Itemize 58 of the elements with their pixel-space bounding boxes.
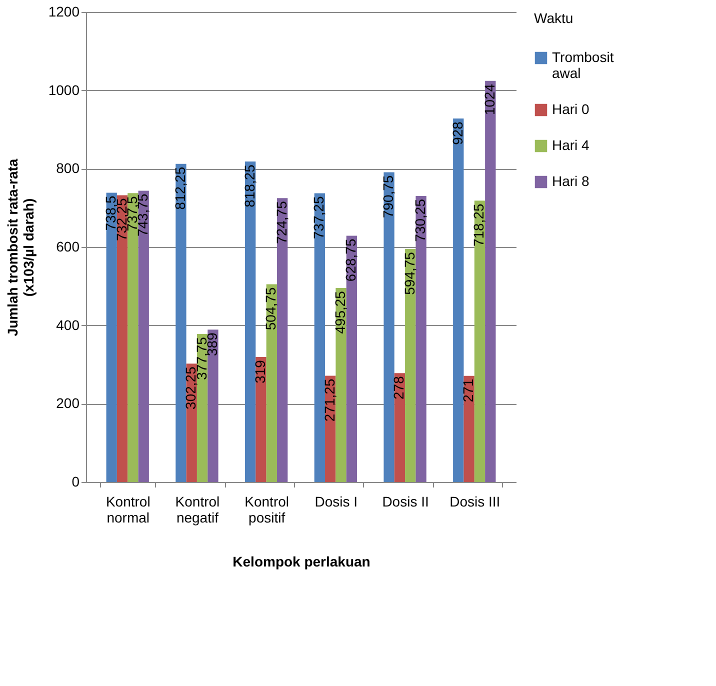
data-label: 495,25 [332, 290, 348, 334]
bar [256, 357, 266, 482]
data-label: 737,25 [310, 196, 327, 240]
legend-label: Hari 4 [552, 137, 590, 153]
bar [336, 288, 346, 482]
bar [474, 200, 486, 482]
x-tick-label: Dosis III [450, 494, 500, 510]
data-label: 319 [252, 360, 268, 384]
bar [384, 172, 394, 482]
y-tick-label: 1000 [48, 82, 80, 98]
x-tick-label: Kontrol negatif [175, 494, 220, 526]
bar [346, 236, 358, 482]
data-label: 812,25 [172, 166, 188, 210]
data-label: 928 [449, 121, 466, 145]
x-axis-title: Kelompok perlakuan [232, 554, 370, 570]
data-label: 724,75 [273, 200, 290, 244]
bar [266, 284, 277, 482]
bar [276, 198, 288, 482]
y-tick-label: 200 [56, 395, 80, 412]
bar [128, 193, 138, 482]
data-label: 790,75 [380, 175, 396, 218]
bar [405, 249, 416, 482]
x-tick-label: Dosis II [382, 494, 429, 510]
x-tick-label: Kontrol positif [244, 494, 289, 526]
bar [138, 190, 149, 482]
y-tick-label: 800 [56, 160, 80, 176]
data-label: 730,25 [412, 198, 428, 242]
bar [314, 193, 326, 482]
bar [464, 376, 474, 482]
bar [208, 330, 218, 482]
y-axis-title: Jumlah trombosit rata-rata (x103/µl darah) [4, 158, 36, 336]
bar [416, 196, 426, 482]
bar [485, 80, 496, 482]
bar [106, 192, 117, 482]
y-tick-label: 600 [56, 238, 80, 254]
data-label: 718,25 [470, 203, 487, 247]
bar [244, 162, 256, 482]
bar [453, 118, 464, 482]
x-tick-label: Dosis I [314, 494, 358, 510]
bar [176, 164, 186, 482]
legend-label: Hari 0 [552, 101, 590, 117]
data-label: 818,25 [241, 164, 258, 208]
legend-title: Waktu [534, 10, 574, 26]
data-label: 1024 [481, 84, 498, 116]
x-tick-label: Kontrol normal [106, 494, 150, 526]
y-tick-label: 0 [72, 474, 80, 490]
y-tick-label: 400 [56, 316, 80, 333]
data-label: 594,75 [401, 252, 418, 295]
legend-label: Trombosit awal [552, 49, 614, 81]
bar [394, 373, 406, 482]
bar [116, 195, 128, 482]
data-label: 271 [460, 378, 476, 402]
data-label: 628,75 [342, 238, 359, 282]
y-tick-label: 1200 [48, 4, 80, 20]
legend-label: Hari 8 [552, 173, 590, 189]
data-label: 271,25 [321, 378, 338, 422]
data-label: 504,75 [262, 287, 279, 330]
data-label: 278 [390, 376, 407, 400]
